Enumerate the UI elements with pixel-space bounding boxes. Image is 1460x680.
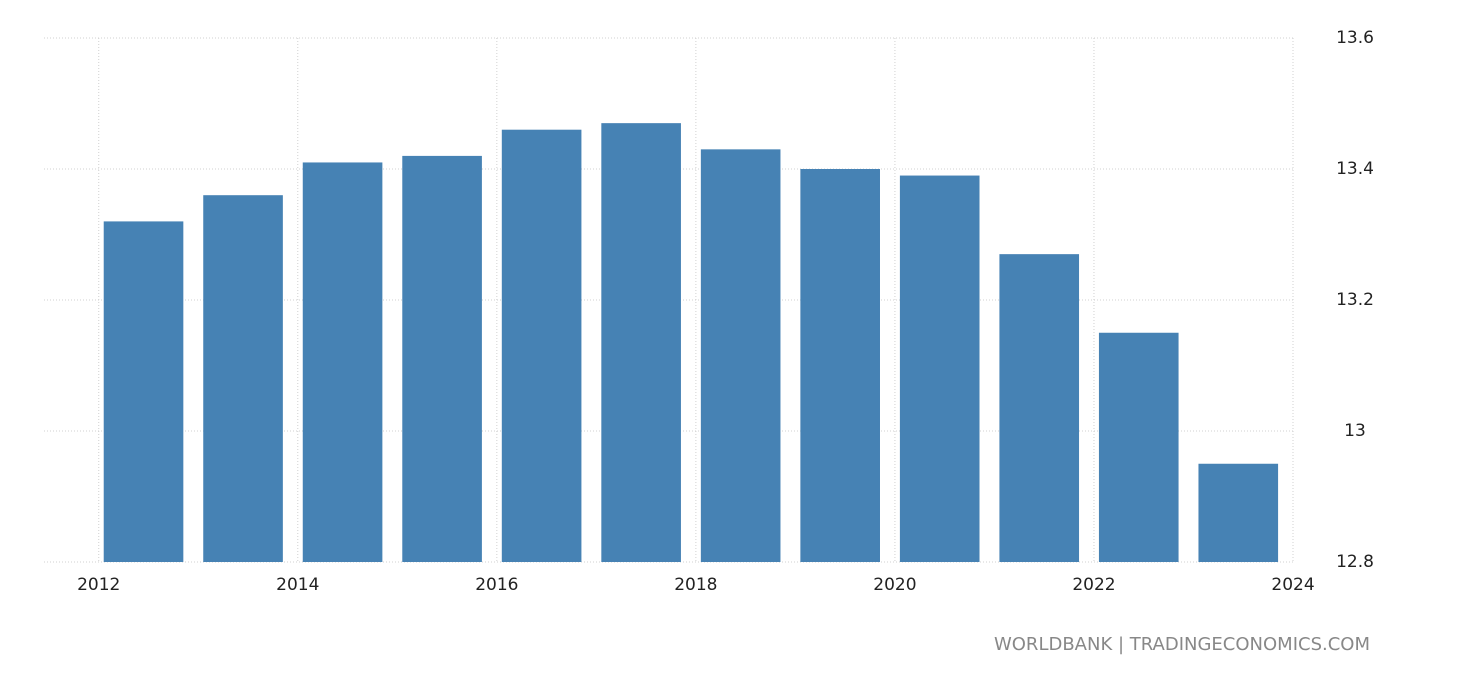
source: WORLDBANK | TRADINGECONOMICS.COM [994,634,1370,655]
bar [601,123,681,563]
bar [501,129,582,562]
bar [700,149,781,562]
x-tick-label: 2012 [77,575,120,595]
y-tick-label: 13.4 [1336,159,1374,179]
y-tick-label: 13.6 [1336,28,1374,48]
x-tick-label: 2022 [1072,575,1115,595]
bar [103,221,184,562]
x-tick-label: 2020 [873,575,916,595]
x-tick-label: 2014 [276,575,319,595]
y-tick-label: 13.2 [1336,290,1374,310]
bar [203,195,283,562]
bar [1198,463,1279,562]
bar [999,254,1080,562]
bar [899,175,980,563]
bar [302,162,383,562]
x-tick-label: 2018 [674,575,717,595]
x-tick-label: 2024 [1271,575,1314,595]
y-tick-label: 13 [1344,421,1366,441]
bar [800,169,880,562]
x-tick-label: 2016 [475,575,518,595]
bar [402,155,482,562]
bar [1098,332,1179,562]
y-tick-label: 12.8 [1336,552,1374,572]
